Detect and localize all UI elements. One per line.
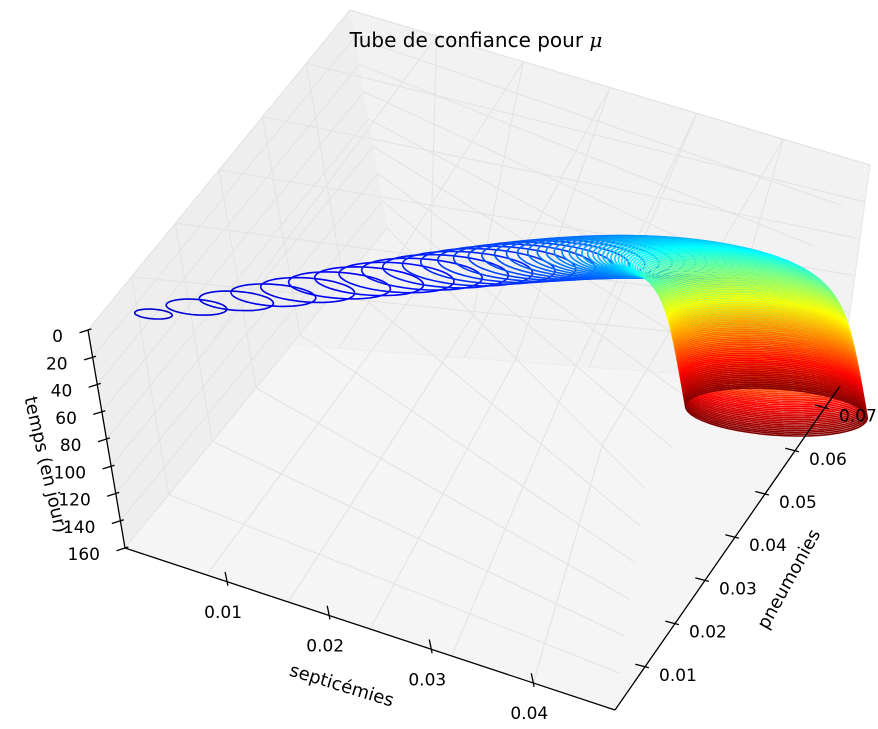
z-tick [88,382,101,388]
grid-side-vertical [174,223,213,442]
grid-back-vertical [472,61,524,316]
y-tick-label: 0.04 [749,536,787,556]
tube-ring [684,385,868,436]
tube-ring [681,370,866,421]
tube-ring [677,346,861,397]
y-tick [725,534,740,539]
tube-ring [230,283,317,308]
grid-top-y [306,62,866,203]
y-tick [695,577,710,583]
z-tick-label: 140 [63,518,95,538]
z-tick [83,355,97,361]
grid-side-vertical [218,169,257,389]
grid-back-vertical [429,35,438,272]
y-tick-label: 0.01 [659,666,697,686]
tube-ring [678,352,862,403]
z-tick [79,328,92,334]
x-tick [224,571,229,586]
y-axis-line [614,385,841,711]
z-tick-label: 60 [55,409,77,429]
floor-pane [88,330,840,710]
tube-ring [313,265,425,297]
tube-ring [679,356,863,406]
y-tick-label: 0.07 [839,407,877,427]
tube-ring [678,350,862,401]
z-tick-label: 100 [54,463,86,483]
confidence-tube [133,234,869,437]
tube-ring [678,354,863,404]
tube-ring [669,306,853,357]
x-tick-label: 0.02 [306,637,344,657]
x-tick [530,673,535,688]
tube-ring [360,257,484,291]
tube-ring [681,366,865,417]
z-tick [111,519,124,525]
tube-ring [381,253,510,289]
z-tick [102,464,115,470]
grid-back-vertical [558,113,698,403]
y-tick-label: 0.02 [689,623,727,643]
grid-back-vertical [515,87,611,359]
z-tick-label: 20 [46,354,68,374]
grid-floor-y [342,280,641,527]
tube-ring [681,368,865,419]
z-tick-label: 160 [68,545,100,565]
tube-ring [259,276,356,304]
tube-ring [679,359,864,410]
tube-ring [680,365,865,415]
tube-ring [684,383,868,434]
tube-ring [677,348,862,399]
z-tick [93,410,106,416]
tube-ring [680,363,864,414]
tube-ring [680,361,864,412]
y-tick [635,663,650,669]
y-tick [665,620,680,626]
tube-ring [683,379,867,430]
x-tick [326,605,331,620]
chart-title: Tube de confiance pour μ [349,28,603,52]
tube-ring [683,381,868,432]
tube-ring [133,308,174,320]
x-axis-label: septicémies [287,660,396,712]
z-tick [116,546,129,552]
x-tick-label: 0.04 [510,704,548,724]
y-tick [785,447,800,453]
x-tick-label: 0.01 [204,603,242,623]
tube-ring [679,357,863,408]
y-tick [755,490,770,496]
z-tick-label: 40 [51,382,73,402]
tube-ring [401,250,534,287]
z-tick-label: 120 [58,491,90,511]
y-tick-label: 0.03 [719,579,757,599]
tick-marks [79,328,830,688]
z-tick [107,491,120,497]
tube-ring [684,387,869,437]
z-tick [97,437,111,443]
tube-ring [682,376,867,426]
grid-side-vertical [262,116,301,335]
tube-ring [668,305,852,355]
tube-ring [683,377,867,428]
y-tick [815,404,830,410]
x-tick-label: 0.03 [408,670,446,690]
tube-ring [682,374,866,425]
tube-ring [198,290,275,312]
tube-ring [338,261,455,294]
z-tick-label: 80 [60,436,82,456]
grid-side-vertical [305,63,344,282]
y-tick-label: 0.05 [779,493,817,513]
y-tick-label: 0.06 [809,450,847,470]
tube-ring [634,248,813,298]
z-tick-label: 0 [52,327,63,347]
tube-ring [419,247,556,285]
tube-ring [165,298,228,316]
x-tick [428,639,433,654]
grid-side-vertical [131,276,170,495]
